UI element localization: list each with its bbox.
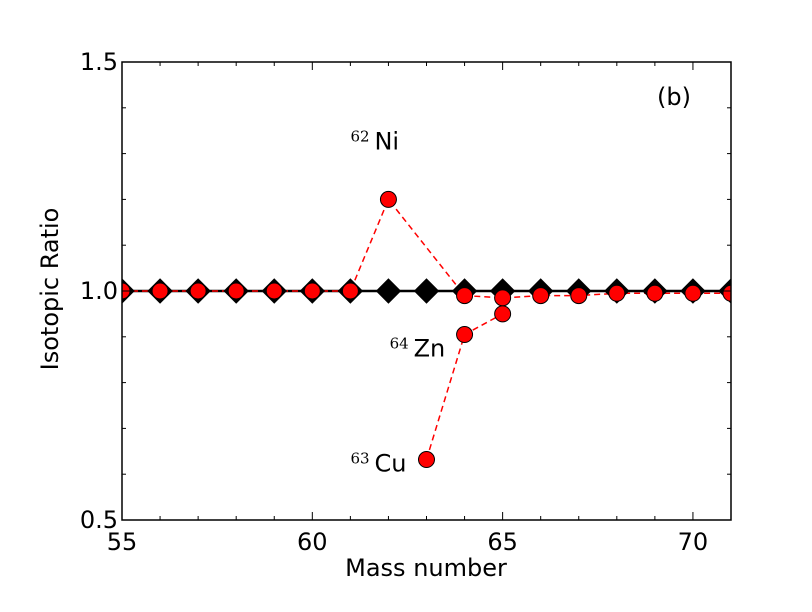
marker-modified-62 bbox=[379, 190, 397, 208]
marker-modified-64 bbox=[456, 287, 474, 305]
marker-reference-63 bbox=[413, 278, 440, 304]
marker-modified-61 bbox=[341, 282, 359, 300]
marker-modified-66 bbox=[532, 287, 550, 305]
annotation-element-zn: Zn bbox=[414, 335, 446, 363]
annotation-zn: 64 Zn bbox=[390, 335, 446, 363]
y-tick-label-2: 1.5 bbox=[80, 48, 118, 76]
marker-modified-57 bbox=[189, 282, 207, 300]
marker-modified-69 bbox=[646, 284, 664, 302]
series-line-modified bbox=[122, 197, 731, 299]
marker-modified-59 bbox=[265, 282, 283, 300]
panel-label: (b) bbox=[657, 83, 691, 111]
marker-modified-70 bbox=[684, 284, 702, 302]
marker-modified-67 bbox=[570, 287, 588, 305]
marker-modified-68 bbox=[608, 284, 626, 302]
x-axis-label: Mass number bbox=[345, 554, 507, 582]
x-tick-label-65: 65 bbox=[487, 528, 518, 556]
marker-modified-branch-63 bbox=[418, 451, 435, 469]
marker-modified-56 bbox=[151, 282, 169, 300]
marker-modified-branch-64 bbox=[456, 326, 474, 344]
annotation-cu: 63 Cu bbox=[351, 450, 407, 478]
marker-modified-60 bbox=[303, 282, 321, 300]
y-axis-label: Isotopic Ratio bbox=[36, 208, 64, 371]
marker-modified-58 bbox=[227, 282, 245, 300]
marker-modified-branch-65 bbox=[494, 305, 512, 323]
y-tick-label-0: 0.5 bbox=[80, 506, 118, 534]
annotation-mass-zn: 64 bbox=[390, 335, 409, 353]
x-tick-label-60: 60 bbox=[297, 528, 328, 556]
axis-ticks bbox=[121, 61, 732, 521]
marker-reference-62 bbox=[375, 278, 402, 304]
x-tick-label-70: 70 bbox=[678, 528, 709, 556]
annotation-mass-ni: 62 bbox=[350, 127, 369, 145]
series-layer bbox=[122, 190, 731, 469]
marker-modified-65 bbox=[494, 289, 512, 307]
annotation-element-ni: Ni bbox=[374, 127, 399, 155]
annotation-ni: 62 Ni bbox=[350, 127, 399, 155]
x-tick-label-55: 55 bbox=[107, 528, 138, 556]
annotation-mass-cu: 63 bbox=[351, 450, 370, 468]
chart-text: Mass number Isotopic Ratio (b) 55 60 65 70 0… bbox=[36, 48, 708, 582]
marker-modified-71 bbox=[722, 284, 731, 302]
annotation-element-cu: Cu bbox=[375, 450, 407, 478]
y-tick-label-1: 1.0 bbox=[80, 277, 118, 305]
